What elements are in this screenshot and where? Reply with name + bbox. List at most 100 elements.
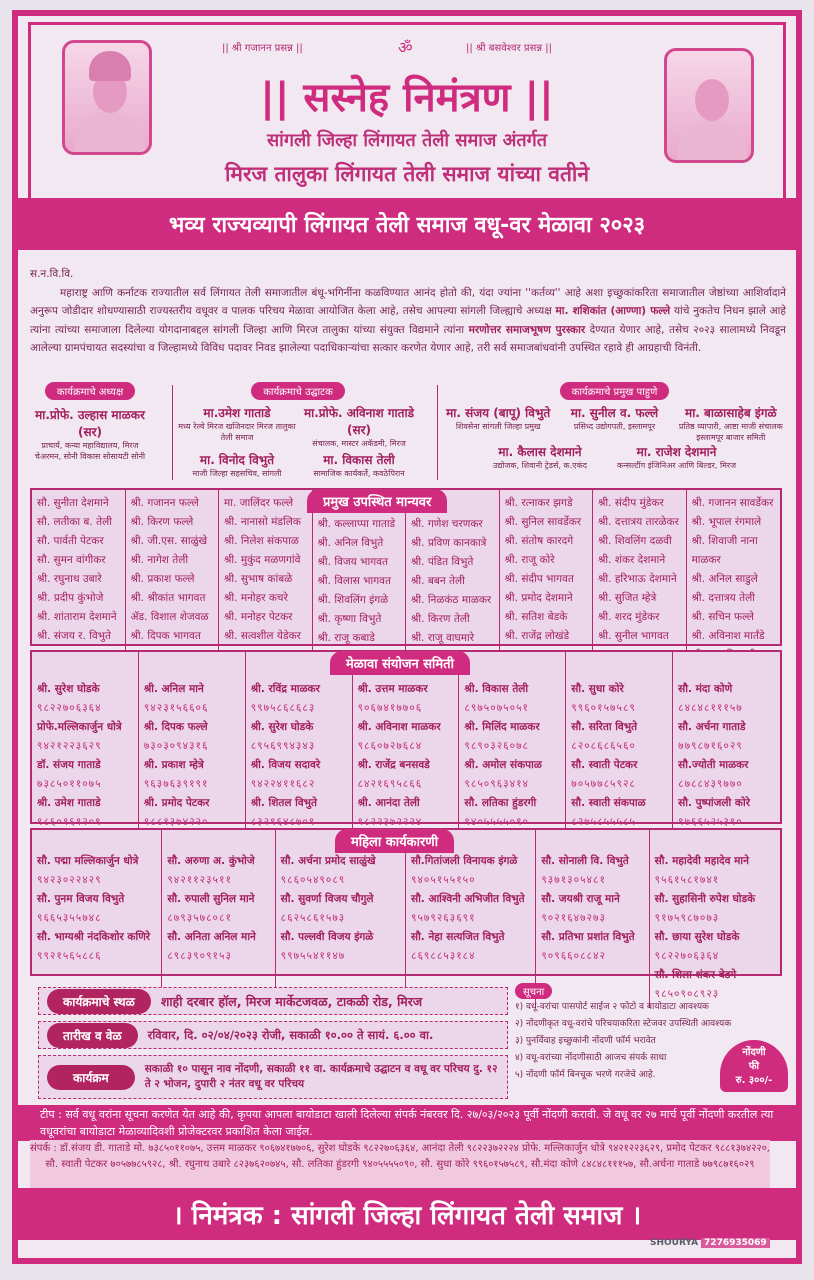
dignitaries-table: सौ. सुनीता देशमाने सौ. लतीका ब. तेली सौ. प… (30, 488, 782, 669)
dignitary-name: श्री. बबन तेली (411, 575, 465, 587)
committee-member-phone: ८२०८६८६५६० (571, 740, 636, 752)
women-member-phone: ९१७५९८७०७३ (654, 912, 720, 924)
dignitaries-heading: प्रमुख उपस्थित मान्यवर (307, 489, 448, 513)
committee-member-name: सौ.ज्योती माळकर (678, 759, 749, 771)
committee-member-phone: ८४२१६९५८६६ (357, 778, 423, 790)
committee-member-phone: ८३२९६४८७०९ (250, 816, 316, 828)
committee-column: श्री. अनिल माने ९४२३१५६६०६ श्री. दिपक फल्ल… (139, 652, 246, 836)
committee-member-phone: ९९७५८६८६८३ (250, 702, 316, 714)
dignitary-name: श्री. गजानन सावर्डेकर (691, 497, 774, 509)
dignitary-name: श्री. प्रविण कानकात्रे (411, 537, 487, 549)
left-portrait-image (62, 40, 152, 155)
committee-member-name: श्री. राजेंद्र बनसवडे (357, 759, 430, 771)
dignitary-column: श्री. गजानन फल्ले श्री. किरण फल्ले श्री. ज… (126, 490, 219, 669)
committee-member-name: प्रोफे.मल्लिकार्जुन धोत्रे (37, 721, 122, 733)
women-member-phone: ९५६१५८१७४१ (654, 874, 720, 886)
committee-member-name: श्री. रविंद्र माळकर (250, 683, 320, 695)
committee-member-phone: ७३०३०९४३१६ (143, 740, 209, 752)
committee-member-name: सौ. सरिता विभुते (571, 721, 638, 733)
committee-member-phone: ९०६७४१७७०६ (357, 702, 423, 714)
women-member-name: सौ. जयश्री राजू माने (541, 893, 620, 905)
dignitary-name: श्री. किरण तेली (411, 613, 470, 625)
dignitary-column: सौ. सुनीता देशमाने सौ. लतीका ब. तेली सौ. प… (32, 490, 126, 669)
committee-member-name: सौ. सुधा कोरे (571, 683, 624, 695)
committee-member-phone: ८४८४८१११५७ (678, 702, 743, 714)
dignitary-name: श्री. सुनिल सावर्डेकर (504, 516, 582, 528)
committee-member-phone: ९७६६५२५३९० (678, 816, 743, 828)
dignitary-name: श्री. प्रमोद देशमाने (504, 592, 573, 604)
dignitary-name: श्री. कृष्णा विभुते (317, 613, 382, 625)
committee-member-phone: ९८६०७२७६८४ (357, 740, 423, 752)
dignitary-name: श्री. सुजित म्हेत्रे (598, 592, 657, 604)
dignitary-name: श्री. सुभाष कांबळे (224, 573, 293, 585)
committee-member-name: श्री. उत्तम माळकर (357, 683, 428, 695)
dignitary-name: मा. जालिंदर फल्ले (224, 497, 294, 509)
committee-member-phone: ७७९८७१६०२९ (678, 740, 743, 752)
dignitary-name: श्री. शरद मुंडेकर (598, 611, 660, 623)
women-member-name: सौ. अरुणा अ. कुंभोजे (167, 855, 255, 867)
women-member-phone: ९३७१३०५४८१ (541, 874, 606, 886)
women-member-phone: ९०९६६०८८४२ (541, 950, 606, 962)
dignitary-name: श्री. शांताराम देशमाने (37, 611, 117, 623)
notice-section: सूचना १) वधू-वरांचा पासपोर्ट साईज २ फोटो… (515, 980, 790, 1084)
committee-member-phone: ९९६०१५७५८९ (571, 702, 636, 714)
dignitary-name: श्री. सतिश बेडके (504, 611, 568, 623)
dignitary-name: श्री. राजू कबाडे (317, 632, 375, 644)
venue-value: शाही दरबार हॉल, मिरज मार्केटजवळ, टाकळी र… (160, 993, 423, 1009)
notice-item: ४) वधू-वरांच्या नोंदणीसाठी आजच संपर्क सा… (515, 1053, 667, 1063)
women-column: सौ. अरुणा अ. कुंभोजे ९४२११२३५११ सौ. रुपाली… (162, 830, 276, 1008)
dignitary-name: श्री. गणेश चरणकर (411, 518, 483, 530)
contact-list: संपर्क : डॉ.संजय डी. गाताडे मो. ७३८५०११०… (30, 1140, 770, 1188)
committee-member-name: सौ. लतिका हुंडरगी (464, 797, 537, 809)
dignitary-name: श्री. शंकर देशमाने (598, 554, 666, 566)
committee-member-phone: ७३८५०११०७५ (37, 778, 102, 790)
dignitary-column: श्री. संदीप मुंडेकर श्री. दत्तात्रय तारळे… (593, 490, 687, 669)
women-member-phone: ९४०५१५५१५० (410, 874, 476, 886)
women-member-name: सौ. अनिता अनिल माने (167, 931, 256, 943)
women-member-name: सौ. छाया सुरेश घोडके (654, 931, 740, 943)
committee-member-name: सौ. अर्चना गाताडे (678, 721, 746, 733)
dignitary-name: श्री. दत्तात्रय तारळेकर (598, 516, 679, 528)
committee-member-phone: ९८६०१६१२०९ (37, 816, 102, 828)
committee-member-name: सौ. मंदा कोणे (678, 683, 733, 695)
committee-member-name: श्री. विजय सदावरे (250, 759, 321, 771)
date-row: तारीख व वेळ रविवार, दि. ०२/०४/२०२३ रोजी,… (38, 1021, 508, 1049)
dignitary-name: श्री. अविनाश मार्तंडे (691, 630, 765, 642)
committee-column: सौ. सुधा कोरे ९९६०१५७५८९ सौ. सरिता विभुते ८… (566, 652, 674, 836)
dignitary-name: श्री. भूपाल रंगमाले (691, 516, 762, 528)
subtitle-taluka: मिरज तालुका लिंगायत तेली समाज यांच्या वत… (224, 162, 590, 186)
dignitary-name: सौ. लतीका ब. तेली (37, 516, 112, 528)
women-member-name: सौ. सोनाली वि. विभुते (541, 855, 629, 867)
dignitary-name: श्री. प्रदीप कुंभोजे (37, 592, 104, 604)
dignitary-name: श्री. किरण फल्ले (130, 516, 194, 528)
dignitary-name: श्री. राजेंद्र लोखंडे (504, 630, 570, 642)
committee-member-name: श्री. शितल विभुते (250, 797, 318, 809)
committee-member-phone: ९६३७६३९१९१ (143, 778, 209, 790)
dignitary-name: श्री. गजानन फल्ले (130, 497, 199, 509)
women-member-name: सौ. आश्विनी अभिजीत विभुते (410, 893, 525, 905)
notice-item: २) नोंदणीकृत वधू-वरांचे परिचयाकरिता स्टे… (515, 1019, 732, 1029)
committee-member-name: श्री. प्रकाश म्हेत्रे (143, 759, 204, 771)
committee-member-name: श्री. विकास तेली (464, 683, 529, 695)
dignitary-name: श्री. मनोहर कचरे (224, 592, 288, 604)
right-blessing: || श्री बसवेश्वर प्रसन्न || (466, 43, 552, 54)
women-member-name: सौ. प्रतिभा प्रशांत विभुते (541, 931, 635, 943)
committee-member-name: श्री. दिपक फल्ले (143, 721, 208, 733)
venue-row: कार्यक्रमाचे स्थळ शाही दरबार हॉल, मिरज म… (38, 987, 508, 1015)
women-member-name: सौ. सुहासिनी रुपेश घोडके (654, 893, 756, 905)
dignitary-name: श्री. मनोहर पेटकर (224, 611, 293, 623)
left-blessing: || श्री गजानन प्रसन्न || (222, 43, 303, 54)
salutation: स.न.वि.वि. (30, 268, 74, 280)
dignitary-name: श्री. सचिन फल्ले (691, 611, 754, 623)
dignitary-name: सौ. सुमन वांगीकर (37, 554, 106, 566)
women-member-name: सौ. पद्मा मल्लिकार्जुन धोत्रे (37, 855, 139, 867)
women-member-phone: ९०२१६४७२७३ (541, 912, 606, 924)
president-section: कार्यक्रमाचे अध्यक्ष मा.प्रोफे. उल्हास म… (30, 380, 150, 462)
women-column: सौ.गितांजली विनायक इंगळे ९४०५१५५१५० सौ. आश… (406, 830, 537, 1008)
dignitary-name: श्री. प्रकाश फल्ले (130, 573, 195, 585)
committee-member-name: श्री. सुरेश घोडके (250, 721, 314, 733)
committee-member-phone: ८९७५०७५०५१ (464, 702, 530, 714)
chief-guest-section: कार्यक्रमाचे प्रमुख पाहुणे मा. संजय (बाप… (442, 380, 787, 471)
women-member-phone: ८६९८८५३१८४ (410, 950, 476, 962)
dignitary-name: श्री. नानासो मंडलिक (224, 516, 301, 528)
